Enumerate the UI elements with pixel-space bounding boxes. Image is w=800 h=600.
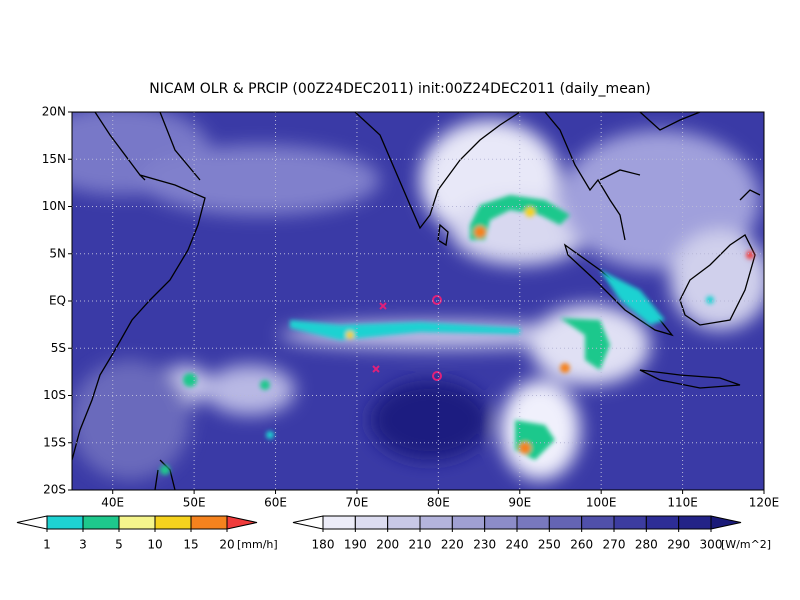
colorbar-label: 190 [344,538,367,552]
lon-label: 100E [586,496,617,510]
map [72,112,764,490]
lon-label: 110E [667,496,698,510]
lon-label: 50E [183,496,206,510]
olr-legend: 180 190 200 210 220 230 240 250 260 270 280 290 300[… [292,515,771,552]
colorbar-label: 300 [700,538,723,552]
map-title: NICAM OLR & PRCIP (00Z24DEC2011) init:00… [149,81,650,97]
colorbar-box [354,515,389,530]
colorbar-label: 250 [538,538,561,552]
colorbar-label: 10 [147,538,162,552]
colorbar-box [451,515,486,530]
colorbar-box [190,515,228,530]
colorbar-label: 3 [79,538,87,552]
lat-label: 15N [42,152,66,166]
lon-label: 60E [264,496,287,510]
markers [372,295,442,381]
lat-label: EQ [49,294,66,308]
colorbar-label: 1 [43,538,51,552]
legends: 1 3 5 10 15 20 [mm/h] 180 190 200 210 220 230 240 250 2… [16,515,771,552]
lat-label: 20S [43,483,66,497]
colorbar-box [118,515,156,530]
axis-labels: 20N 15N 10N 5N EQ 5S 10S 15S 20S 40E 50E 60E 70E 80E 9… [42,105,780,510]
colorbar-arrow [16,515,48,530]
lat-label: 15S [43,435,66,449]
colorbar-box [613,515,647,530]
colorbar-label: 290 [667,538,690,552]
colorbar-box [678,515,712,530]
colorbar-box [581,515,615,530]
colorbar-label: 20 [219,538,234,552]
colorbar-label: 280 [635,538,658,552]
colorbar-label: 220 [441,538,464,552]
coastlines [72,112,761,490]
colorbar-label: 200 [376,538,399,552]
lat-label: 5S [51,341,66,355]
lat-label: 10N [42,199,66,213]
colorbar-label: 260 [570,538,593,552]
lon-label: 120E [749,496,780,510]
colorbar-arrow [292,515,324,530]
colorbar-box [484,515,518,530]
colorbar-arrow [710,515,742,530]
colorbar-label: 180 [312,538,335,552]
colorbar-box [645,515,680,530]
colorbar-unit: [mm/h] [237,538,278,551]
colorbar-label: 5 [115,538,123,552]
colorbar-box [419,515,453,530]
lat-label: 20N [42,105,66,119]
colorbar-box [322,515,356,530]
lon-label: 90E [508,496,531,510]
lat-label: 10S [43,388,66,402]
colorbar-label: 230 [473,538,496,552]
colorbar-label: 210 [409,538,432,552]
lon-label: 40E [101,496,124,510]
colorbar-unit: [W/m^2] [721,538,771,551]
colorbar-arrow [226,515,258,530]
colorbar-box [82,515,120,530]
colorbar-box [154,515,192,530]
lat-label: 5N [49,246,66,260]
colorbar-label: 15 [183,538,198,552]
colorbar-box [548,515,583,530]
grid [72,112,764,490]
colorbar-label: 240 [506,538,529,552]
lon-label: 80E [427,496,450,510]
colorbar-box [387,515,421,530]
colorbar-box [516,515,550,530]
colorbar-label: 270 [603,538,626,552]
lon-label: 70E [346,496,369,510]
precip-legend: 1 3 5 10 15 20 [mm/h] [16,515,278,552]
colorbar-box [46,515,84,530]
